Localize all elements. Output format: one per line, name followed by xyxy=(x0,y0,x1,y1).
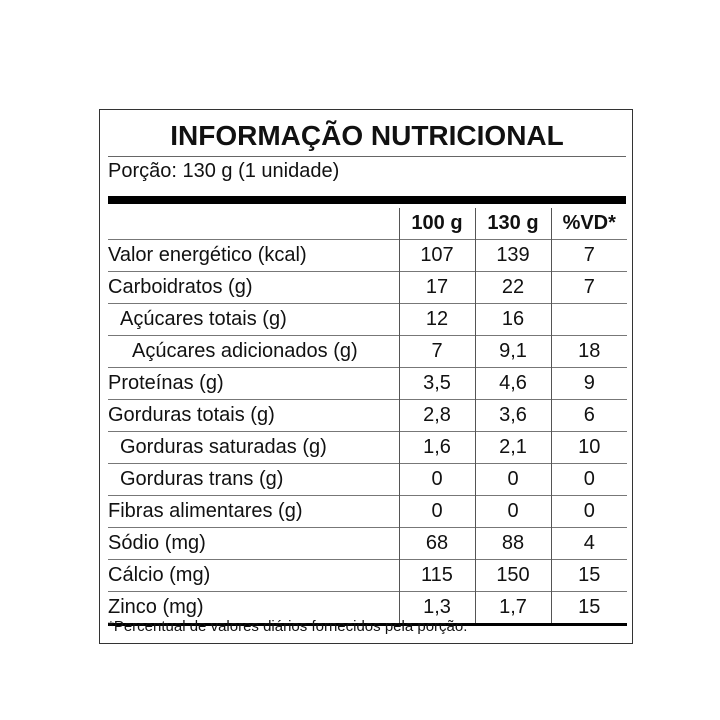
header-blank xyxy=(108,208,399,240)
nutrition-table: 100 g 130 g %VD* Valor energético (kcal)… xyxy=(108,208,627,626)
value-100g: 2,8 xyxy=(398,399,475,432)
value-vd: 4 xyxy=(550,527,627,560)
value-130g: 1,7 xyxy=(474,591,551,626)
table-row: Valor energético (kcal) 107 139 7 xyxy=(108,239,627,272)
header-100g: 100 g xyxy=(398,208,475,240)
portion-size: Porção: 130 g (1 unidade) xyxy=(108,160,340,182)
table-row: Carboidratos (g) 17 22 7 xyxy=(108,271,627,304)
value-vd: 10 xyxy=(550,431,627,464)
value-vd: 7 xyxy=(550,239,627,272)
value-100g: 107 xyxy=(398,239,475,272)
nutrient-name: Gorduras totais (g) xyxy=(108,399,399,432)
value-vd: 15 xyxy=(550,591,627,626)
table-header-row: 100 g 130 g %VD* xyxy=(108,208,627,240)
value-130g: 9,1 xyxy=(474,335,551,368)
nutrient-name: Açúcares adicionados (g) xyxy=(108,335,399,368)
nutrition-facts-label: INFORMAÇÃO NUTRICIONAL Porção: 130 g (1 … xyxy=(99,109,633,644)
value-100g: 0 xyxy=(398,463,475,496)
value-vd: 9 xyxy=(550,367,627,400)
table-row: Gorduras saturadas (g) 1,6 2,1 10 xyxy=(108,431,627,464)
value-vd: 7 xyxy=(550,271,627,304)
table-row: Açúcares totais (g) 12 16 xyxy=(108,303,627,336)
table-row: Cálcio (mg) 115 150 15 xyxy=(108,559,627,592)
value-100g: 115 xyxy=(398,559,475,592)
nutrient-name: Gorduras saturadas (g) xyxy=(108,431,399,464)
table-row: Fibras alimentares (g) 0 0 0 xyxy=(108,495,627,528)
value-130g: 88 xyxy=(474,527,551,560)
nutrient-name: Proteínas (g) xyxy=(108,367,399,400)
table-row: Zinco (mg) 1,3 1,7 15 xyxy=(108,591,627,626)
value-vd: 0 xyxy=(550,495,627,528)
thick-divider xyxy=(108,196,626,204)
value-130g: 4,6 xyxy=(474,367,551,400)
nutrient-name: Açúcares totais (g) xyxy=(108,303,399,336)
header-vd: %VD* xyxy=(550,208,627,240)
nutrient-name: Zinco (mg) xyxy=(108,591,399,626)
footnote: *Percentual de valores diários fornecido… xyxy=(108,618,468,635)
divider xyxy=(108,156,626,157)
nutrient-name: Gorduras trans (g) xyxy=(108,463,399,496)
value-vd: 0 xyxy=(550,463,627,496)
nutrient-name: Fibras alimentares (g) xyxy=(108,495,399,528)
value-130g: 0 xyxy=(474,495,551,528)
value-100g: 0 xyxy=(398,495,475,528)
label-title: INFORMAÇÃO NUTRICIONAL xyxy=(170,120,564,151)
table-row: Proteínas (g) 3,5 4,6 9 xyxy=(108,367,627,400)
value-130g: 139 xyxy=(474,239,551,272)
table-row: Gorduras totais (g) 2,8 3,6 6 xyxy=(108,399,627,432)
value-100g: 1,3 xyxy=(398,591,475,626)
table-row: Gorduras trans (g) 0 0 0 xyxy=(108,463,627,496)
nutrient-name: Sódio (mg) xyxy=(108,527,399,560)
value-100g: 68 xyxy=(398,527,475,560)
value-100g: 1,6 xyxy=(398,431,475,464)
value-130g: 150 xyxy=(474,559,551,592)
value-100g: 3,5 xyxy=(398,367,475,400)
nutrient-name: Cálcio (mg) xyxy=(108,559,399,592)
value-100g: 7 xyxy=(398,335,475,368)
value-100g: 12 xyxy=(398,303,475,336)
value-130g: 0 xyxy=(474,463,551,496)
value-130g: 16 xyxy=(474,303,551,336)
value-vd xyxy=(550,303,627,336)
value-vd: 18 xyxy=(550,335,627,368)
header-130g: 130 g xyxy=(474,208,551,240)
value-130g: 22 xyxy=(474,271,551,304)
value-vd: 15 xyxy=(550,559,627,592)
value-130g: 3,6 xyxy=(474,399,551,432)
value-vd: 6 xyxy=(550,399,627,432)
nutrient-name: Valor energético (kcal) xyxy=(108,239,399,272)
table-row: Sódio (mg) 68 88 4 xyxy=(108,527,627,560)
table-row: Açúcares adicionados (g) 7 9,1 18 xyxy=(108,335,627,368)
nutrient-name: Carboidratos (g) xyxy=(108,271,399,304)
value-130g: 2,1 xyxy=(474,431,551,464)
value-100g: 17 xyxy=(398,271,475,304)
